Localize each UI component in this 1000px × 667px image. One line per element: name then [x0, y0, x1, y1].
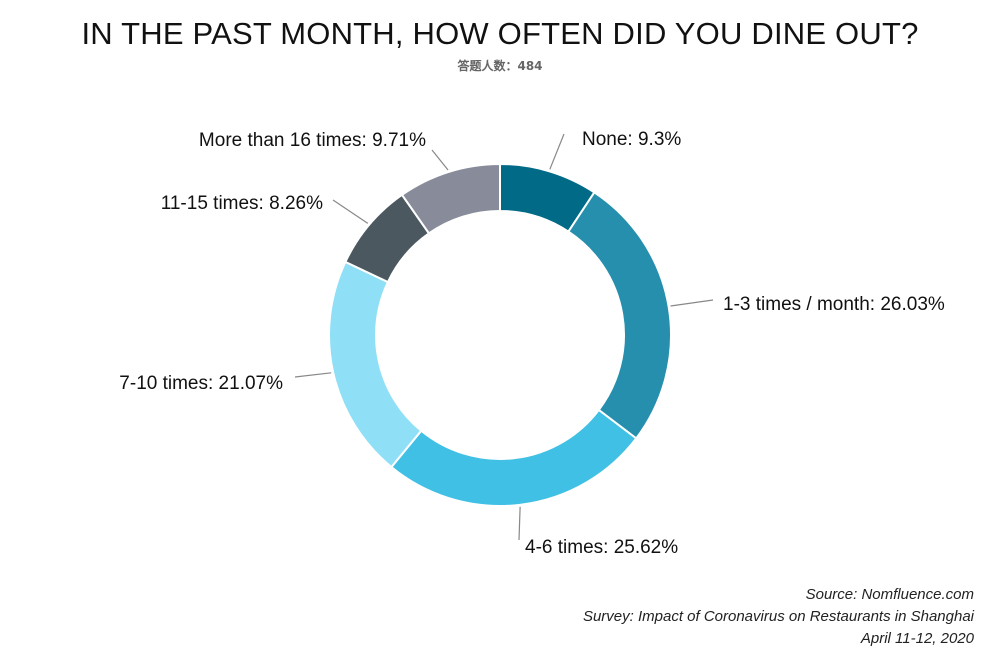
slice-1-3-times-month	[567, 190, 672, 440]
leader-line	[518, 506, 521, 541]
data-label: 11-15 times: 8.26%	[161, 193, 323, 214]
slice-more-than-16-times	[400, 162, 501, 235]
leader-line	[431, 149, 449, 171]
slice-4-6-times	[389, 408, 638, 507]
data-label: 4-6 times: 25.62%	[525, 537, 678, 558]
date-line: April 11-12, 2020	[860, 630, 974, 647]
leader-line	[294, 372, 332, 378]
data-label: None: 9.3%	[582, 129, 681, 150]
slice-7-10-times	[328, 260, 423, 469]
leader-line	[670, 299, 714, 307]
chart-title: IN THE PAST MONTH, HOW OFTEN DID YOU DIN…	[81, 16, 919, 51]
leader-line	[332, 199, 369, 224]
survey-line: Survey: Impact of Coronavirus on Restaur…	[582, 608, 974, 625]
data-label: 7-10 times: 21.07%	[119, 373, 283, 394]
chart-subtitle: 答题人数：484	[457, 59, 543, 73]
source-note: Source: Nomfluence.com Survey: Impact of…	[583, 584, 974, 650]
data-label: More than 16 times: 9.71%	[199, 130, 426, 151]
leader-line	[549, 133, 565, 170]
data-label: 1-3 times / month: 26.03%	[723, 294, 945, 315]
source-line: Source: Nomfluence.com	[805, 586, 974, 603]
